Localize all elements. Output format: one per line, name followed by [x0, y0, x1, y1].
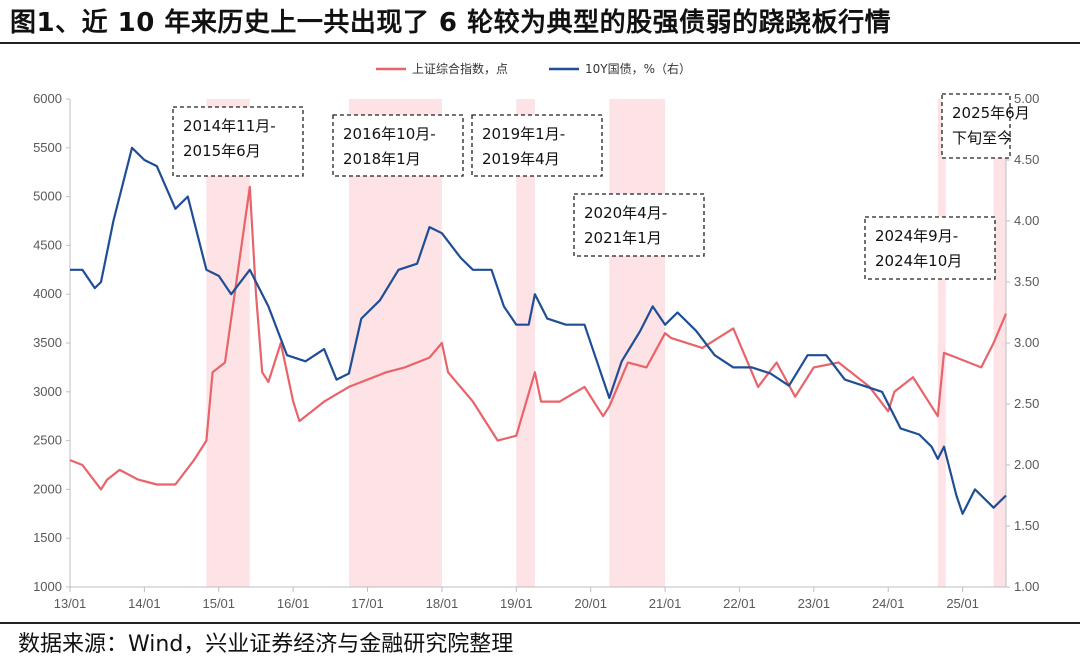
y-left-tick-label: 5000: [33, 189, 62, 204]
x-tick-label: 18/01: [426, 596, 459, 611]
source-note: 数据来源：Wind，兴业证券经济与金融研究院整理: [18, 632, 514, 657]
annotation-box-2: [332, 114, 464, 177]
highlight-band-3: [516, 99, 535, 587]
annotation-label-6: 下旬至今: [952, 129, 1012, 147]
annotation-label-5: 2024年9月-: [875, 227, 958, 245]
y-left-tick-label: 6000: [33, 91, 62, 106]
x-tick-label: 19/01: [500, 596, 533, 611]
annotation-label-4: 2021年1月: [584, 229, 662, 247]
x-tick-label: 25/01: [946, 596, 979, 611]
x-tick-label: 16/01: [277, 596, 310, 611]
x-tick-label: 20/01: [574, 596, 607, 611]
annotation-label-3: 2019年1月-: [482, 125, 565, 143]
y-right-tick-label: 3.50: [1014, 274, 1039, 289]
y-right-tick-label: 1.00: [1014, 579, 1039, 594]
annotation-label-2: 2016年10月-: [343, 125, 436, 143]
figure-title: 图1、近 10 年来历史上一共出现了 6 轮较为典型的股强债弱的跷跷板行情: [10, 8, 892, 38]
series-line-shanghai: [69, 185, 1008, 491]
chart: 1000 1500 2000 2500 3000 3500 4000 4500 5000 5500…: [33, 61, 1039, 611]
y-left-tick-label: 1500: [33, 530, 62, 545]
legend-label-10y-bond: 10Y国债，%（右）: [585, 61, 691, 76]
legend-label-shanghai: 上证综合指数，点: [412, 61, 508, 76]
highlight-band-4: [609, 99, 666, 587]
y-right-tick-label: 2.50: [1014, 396, 1039, 411]
annotation-label-1: 2014年11月-: [183, 117, 276, 135]
annotation-label-2: 2018年1月: [343, 150, 421, 168]
x-tick-label: 23/01: [798, 596, 831, 611]
y-right-tick-label: 4.50: [1014, 152, 1039, 167]
x-tick-label: 22/01: [723, 596, 756, 611]
highlight-band-6: [993, 99, 1006, 587]
x-tick-label: 14/01: [128, 596, 161, 611]
legend: 上证综合指数，点 10Y国债，%（右）: [376, 61, 691, 76]
y-right-tick-label: 3.00: [1014, 335, 1039, 350]
title-rule: [0, 42, 1080, 44]
annotation-label-5: 2024年10月: [875, 252, 962, 270]
series-line-10y-bond: [70, 146, 1007, 515]
x-tick-label: 17/01: [351, 596, 384, 611]
x-tick-label: 15/01: [202, 596, 235, 611]
y-left-tick-label: 4500: [33, 237, 62, 252]
x-tick-label: 13/01: [54, 596, 87, 611]
annotation-label-1: 2015年6月: [183, 142, 261, 160]
band-annotations: 2014年11月- 2015年6月 2016年10月- 2018年1月 2019年1月-…: [172, 93, 1030, 280]
y-left-tick-label: 3500: [33, 335, 62, 350]
series-lines: [69, 146, 1008, 515]
x-tick-label: 24/01: [872, 596, 905, 611]
y-right-tick-label: 1.50: [1014, 518, 1039, 533]
x-tick-label: 21/01: [649, 596, 682, 611]
y-right-tick-label: 4.00: [1014, 213, 1039, 228]
annotation-label-3: 2019年4月: [482, 150, 560, 168]
axes: 1000 1500 2000 2500 3000 3500 4000 4500 5000 5500…: [33, 91, 1039, 611]
annotation-box-6: [941, 93, 1011, 159]
y-left-tick-label: 2500: [33, 433, 62, 448]
annotation-box-4: [573, 193, 705, 257]
y-left-tick-label: 2000: [33, 481, 62, 496]
y-left-tick-label: 1000: [33, 579, 62, 594]
annotation-box-3: [471, 114, 603, 177]
y-left-tick-label: 4000: [33, 286, 62, 301]
highlight-bands: [206, 99, 1006, 587]
y-left-tick-label: 3000: [33, 384, 62, 399]
source-rule: [0, 622, 1080, 624]
annotation-box-5: [864, 216, 996, 280]
annotation-label-6: 2025年6月: [952, 104, 1030, 122]
highlight-band-2: [348, 99, 442, 587]
highlight-band-5: [937, 99, 946, 587]
y-right-tick-label: 2.00: [1014, 457, 1039, 472]
annotation-label-4: 2020年4月-: [584, 204, 667, 222]
y-left-tick-label: 5500: [33, 140, 62, 155]
annotation-box-1: [172, 106, 304, 177]
y-right-tick-label: 5.00: [1014, 91, 1039, 106]
